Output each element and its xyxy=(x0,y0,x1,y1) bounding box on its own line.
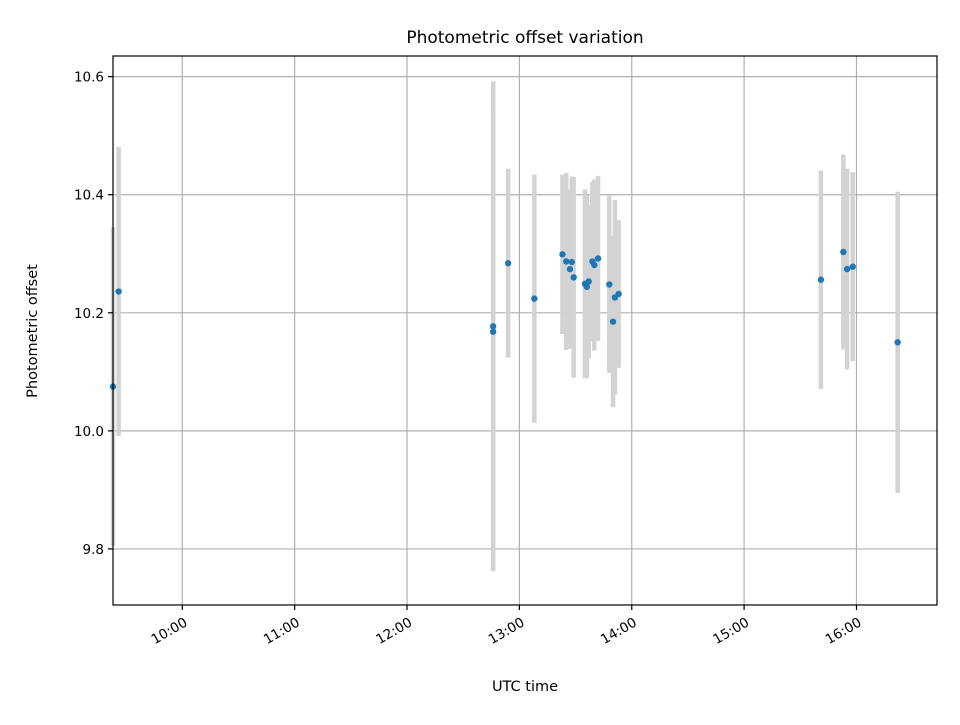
data-point xyxy=(849,263,856,270)
data-point xyxy=(606,281,613,288)
y-tick-label: 9.8 xyxy=(83,542,104,558)
data-point xyxy=(559,251,566,258)
data-point xyxy=(489,328,497,335)
plot-frame xyxy=(112,55,938,606)
data-point xyxy=(504,260,512,267)
data-point xyxy=(585,278,592,285)
data-point xyxy=(115,288,122,295)
y-tick-label: 10.2 xyxy=(74,306,104,322)
x-axis-label: UTC time xyxy=(492,679,558,695)
data-point xyxy=(894,339,901,346)
x-tick-label: 11:00 xyxy=(261,615,303,648)
y-tick-label: 10.6 xyxy=(74,70,104,86)
y-tick-label: 10.4 xyxy=(74,188,104,204)
y-axis-ticks: 9.8 10.0 10.2 10.4 10.6 xyxy=(74,70,113,558)
chart-title: Photometric offset variation xyxy=(406,28,643,48)
x-tick-label: 16:00 xyxy=(823,615,865,648)
data-point xyxy=(583,283,590,291)
data-point xyxy=(568,258,576,266)
data-point xyxy=(563,258,570,265)
x-tick-label: 10:00 xyxy=(149,615,191,648)
y-axis-label: Photometric offset xyxy=(25,264,41,398)
x-tick-label: 15:00 xyxy=(710,615,752,648)
data-point xyxy=(840,248,847,256)
data-point xyxy=(566,265,574,273)
data-point xyxy=(615,290,622,298)
y-tick-label: 10.0 xyxy=(74,424,104,440)
data-point xyxy=(570,274,577,281)
x-tick-label: 13:00 xyxy=(486,615,528,648)
error-bars xyxy=(110,81,900,572)
data-point xyxy=(591,261,598,269)
x-tick-label: 14:00 xyxy=(598,615,640,648)
x-tick-label: 12:00 xyxy=(373,615,415,648)
data-point xyxy=(817,276,825,283)
grid xyxy=(113,56,937,605)
data-point xyxy=(594,255,602,262)
data-points xyxy=(109,248,901,390)
x-axis-ticks: 10:00 11:00 12:00 13:00 14:00 15:00 16:00 xyxy=(149,605,865,648)
data-point xyxy=(489,323,497,330)
data-point xyxy=(609,318,617,325)
data-point xyxy=(531,295,538,302)
data-point xyxy=(843,265,851,273)
